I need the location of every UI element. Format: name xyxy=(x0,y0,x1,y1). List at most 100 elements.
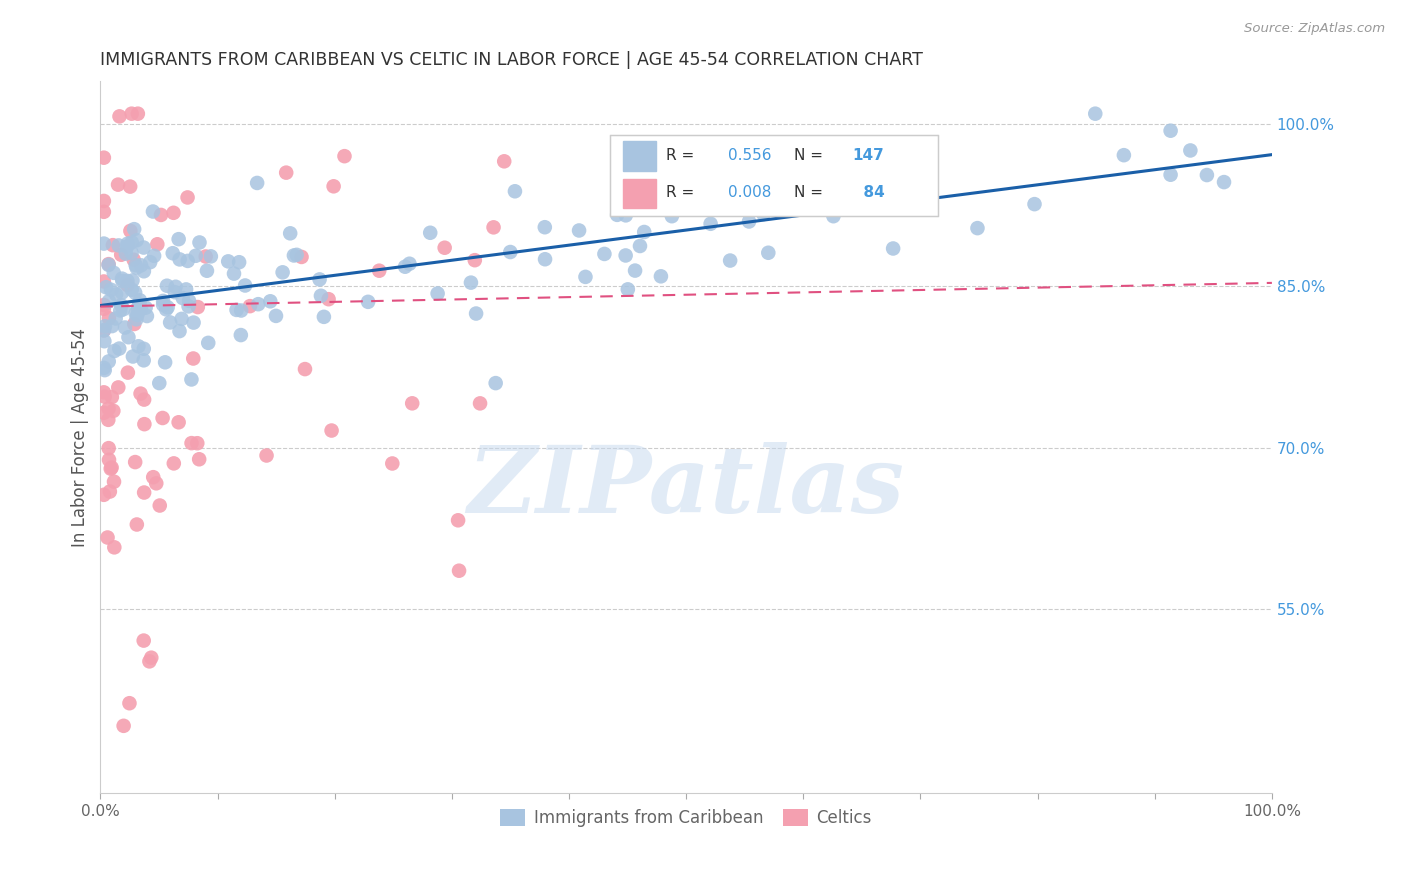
Point xyxy=(624,263,647,277)
Point xyxy=(285,248,308,262)
Point xyxy=(195,264,218,278)
Point xyxy=(177,293,200,308)
Point xyxy=(125,260,148,275)
Point xyxy=(93,406,115,420)
Point xyxy=(110,303,132,318)
Point xyxy=(228,255,250,269)
Point xyxy=(159,315,181,329)
Point xyxy=(136,309,159,323)
Point xyxy=(152,298,174,312)
Point xyxy=(125,233,148,247)
Point xyxy=(838,201,860,215)
Point xyxy=(94,319,117,334)
Point xyxy=(156,301,179,315)
Point xyxy=(614,248,637,262)
Point xyxy=(115,246,138,260)
Point xyxy=(259,294,281,309)
Point xyxy=(321,424,343,438)
Point xyxy=(271,265,294,279)
Point xyxy=(128,293,150,308)
Point xyxy=(103,541,125,555)
Point xyxy=(163,285,186,300)
Point xyxy=(142,204,165,219)
Point xyxy=(108,342,131,356)
Point xyxy=(194,250,217,264)
Point xyxy=(162,206,184,220)
Point xyxy=(107,178,129,192)
Point xyxy=(128,297,150,311)
Point xyxy=(115,239,138,253)
Point xyxy=(111,271,134,285)
Point xyxy=(426,286,449,301)
Point xyxy=(138,654,160,668)
Point xyxy=(125,312,148,326)
Point xyxy=(464,253,486,268)
Point xyxy=(117,236,139,251)
Point xyxy=(187,300,209,314)
Point xyxy=(1084,106,1107,120)
Point xyxy=(132,392,155,407)
Point xyxy=(180,436,202,450)
Point xyxy=(104,311,127,326)
Point xyxy=(124,455,146,469)
Point xyxy=(593,247,616,261)
Point xyxy=(93,275,115,289)
Point xyxy=(460,276,482,290)
Point xyxy=(1160,168,1182,182)
Point xyxy=(97,413,120,427)
Point xyxy=(93,194,115,208)
Point xyxy=(129,258,152,272)
Point xyxy=(114,320,136,334)
Point xyxy=(153,355,176,369)
Point xyxy=(163,456,186,470)
Point xyxy=(149,208,172,222)
Point xyxy=(112,719,135,733)
Point xyxy=(124,285,146,300)
Point xyxy=(127,339,149,353)
Point xyxy=(132,633,155,648)
Point xyxy=(318,292,340,306)
Point xyxy=(122,222,145,236)
Point xyxy=(156,278,179,293)
Point xyxy=(256,449,278,463)
Point xyxy=(169,252,191,267)
Point xyxy=(197,335,219,350)
Point xyxy=(110,298,132,312)
Point xyxy=(186,436,208,450)
Point xyxy=(357,294,380,309)
Point xyxy=(122,252,145,267)
Point xyxy=(169,324,191,338)
Point xyxy=(93,360,115,375)
Point xyxy=(468,396,491,410)
Point xyxy=(231,303,253,318)
Point xyxy=(312,310,335,324)
Point xyxy=(177,253,200,268)
Point xyxy=(148,376,170,390)
Point xyxy=(184,249,207,263)
Point xyxy=(149,499,172,513)
Point xyxy=(118,696,141,710)
Point xyxy=(97,354,120,368)
Point xyxy=(465,306,488,320)
Point xyxy=(93,390,115,404)
Text: Source: ZipAtlas.com: Source: ZipAtlas.com xyxy=(1244,22,1385,36)
Point xyxy=(122,350,145,364)
Point xyxy=(139,255,162,269)
Point xyxy=(820,193,842,207)
Point xyxy=(738,214,761,228)
Point xyxy=(309,289,332,303)
Point xyxy=(97,257,120,271)
Point xyxy=(110,248,132,262)
Point xyxy=(183,316,205,330)
Point xyxy=(101,319,124,334)
Point xyxy=(188,235,211,250)
Point xyxy=(499,245,522,260)
Point xyxy=(93,363,115,377)
Point xyxy=(229,328,252,343)
Point xyxy=(368,263,391,277)
Point xyxy=(152,411,174,425)
Point xyxy=(155,302,177,317)
Point xyxy=(101,390,124,404)
Point xyxy=(103,266,125,280)
Point xyxy=(93,301,115,316)
